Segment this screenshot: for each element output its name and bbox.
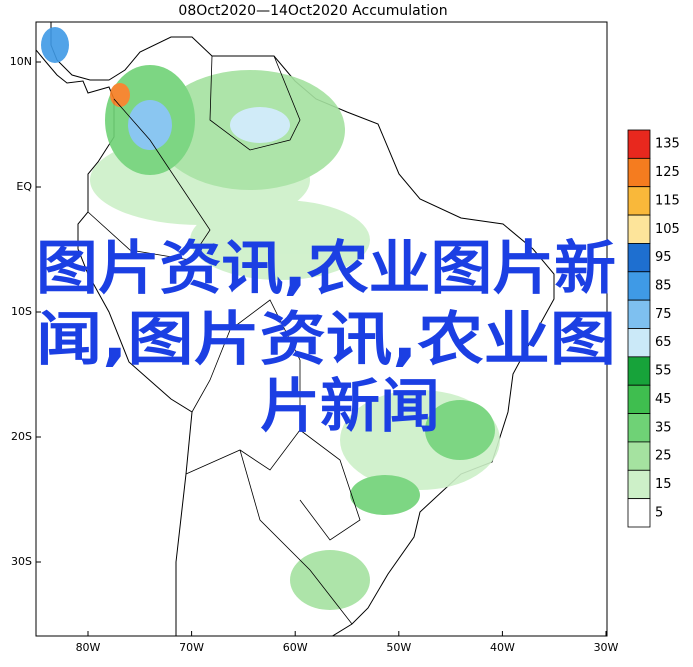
legend-label: 15 bbox=[655, 477, 672, 492]
legend-swatch bbox=[627, 186, 651, 216]
legend-swatch bbox=[627, 214, 651, 244]
legend-label: 85 bbox=[655, 278, 672, 293]
legend-label: 65 bbox=[655, 335, 672, 350]
overlay-line: 图片资讯,农业图片新 bbox=[36, 234, 616, 302]
borders bbox=[87, 55, 361, 625]
shade bbox=[350, 475, 420, 515]
legend-swatch bbox=[627, 413, 651, 443]
legend-label: 35 bbox=[655, 420, 672, 435]
border bbox=[185, 299, 301, 475]
legend-swatch bbox=[627, 129, 651, 159]
legend-swatch bbox=[627, 299, 651, 329]
shade bbox=[128, 100, 172, 150]
border bbox=[209, 55, 301, 151]
legend-swatch bbox=[627, 498, 651, 528]
legend-swatch bbox=[627, 328, 651, 358]
legend-swatch bbox=[627, 243, 651, 273]
lon-label: 50W bbox=[386, 641, 411, 654]
legend-swatch bbox=[627, 271, 651, 301]
lat-label: 10S bbox=[11, 305, 32, 318]
lat-label: 20S bbox=[11, 430, 32, 443]
lon-label: 60W bbox=[283, 641, 308, 654]
lon-label: 80W bbox=[76, 641, 101, 654]
legend-label: 55 bbox=[655, 364, 672, 379]
legend-label: 115 bbox=[655, 193, 680, 208]
legend-label: 25 bbox=[655, 449, 672, 464]
legend-label: 45 bbox=[655, 392, 672, 407]
legend-label: 95 bbox=[655, 250, 672, 265]
shade bbox=[425, 400, 495, 460]
shade bbox=[41, 27, 69, 63]
lat-label: 30S bbox=[11, 555, 32, 568]
legend-swatch bbox=[627, 157, 651, 188]
map-frame bbox=[35, 21, 608, 637]
lat-label: 10N bbox=[10, 55, 32, 68]
precip-shading bbox=[41, 27, 500, 610]
legend-label: 75 bbox=[655, 307, 672, 322]
lon-label: 40W bbox=[490, 641, 515, 654]
legend-label: 125 bbox=[655, 165, 680, 180]
legend-swatch bbox=[627, 384, 651, 414]
overlay-line: 片新闻 bbox=[260, 372, 440, 440]
shade bbox=[290, 550, 370, 610]
legend-label: 105 bbox=[655, 222, 680, 237]
legend-swatch bbox=[627, 441, 651, 471]
lon-label: 70W bbox=[179, 641, 204, 654]
legend-label: 135 bbox=[655, 137, 680, 152]
legend-swatch bbox=[627, 469, 651, 500]
lon-label: 30W bbox=[594, 641, 619, 654]
border bbox=[87, 98, 211, 261]
legend-swatch bbox=[627, 356, 651, 386]
lat-label: EQ bbox=[16, 180, 32, 193]
shade bbox=[110, 83, 130, 107]
overlay-line: 闻,图片资讯,农业图 bbox=[36, 305, 616, 373]
border bbox=[299, 429, 361, 541]
border bbox=[239, 449, 353, 625]
legend-label: 5 bbox=[655, 505, 663, 520]
map-title: 08Oct2020—14Oct2020 Accumulation bbox=[178, 3, 447, 19]
shade bbox=[230, 107, 290, 143]
map-area bbox=[36, 22, 555, 636]
shade bbox=[190, 200, 370, 280]
